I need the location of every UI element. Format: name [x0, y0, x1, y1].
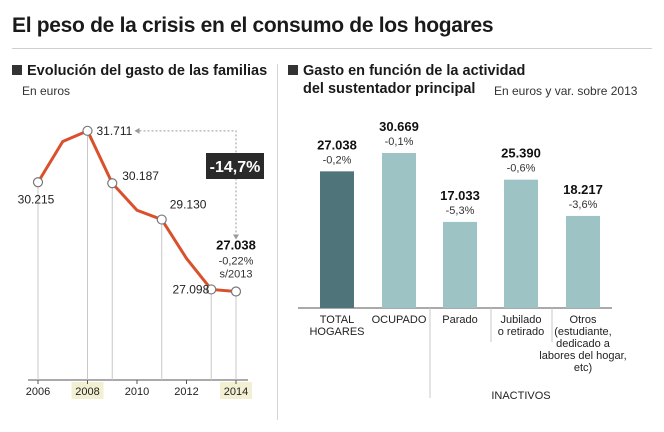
category-label: labores del hogar, [539, 350, 626, 362]
data-point [206, 284, 217, 295]
data-point [32, 177, 44, 188]
category-label: (estudiante, [554, 326, 611, 338]
bar-value-label: 27.038 [317, 137, 357, 152]
point-label: 30.215 [18, 192, 55, 206]
point-label: 30.187 [122, 169, 159, 183]
point-label: 27.098 [173, 282, 210, 296]
data-point [156, 214, 167, 225]
change-bracket [139, 130, 237, 238]
point-label: 29.130 [170, 198, 207, 212]
bar-value-label: 17.033 [440, 188, 480, 203]
arrow-head-left-icon [134, 127, 140, 134]
bar [320, 171, 354, 308]
category-label: Otros [570, 314, 597, 326]
left-unit-label: En euros [22, 84, 71, 98]
last-value-label: 27.038 [216, 238, 256, 253]
tick-highlight [220, 382, 252, 399]
x-tick-label: 2014 [224, 386, 248, 398]
category-label: dedicado a [556, 338, 611, 350]
left-subtitle-text: Evolución del gasto de las familias [27, 63, 268, 79]
bar [443, 221, 477, 308]
bullet-square-icon [12, 65, 22, 75]
left-subtitle: Evolución del gasto de las familias [12, 62, 267, 80]
bar [504, 179, 538, 308]
data-point [82, 125, 93, 136]
bar [566, 215, 600, 308]
bar-change-label: -0,2% [323, 154, 352, 166]
category-label: Parado [442, 314, 477, 326]
x-tick-label: 2012 [174, 386, 198, 398]
last-change-ref-label: s/2013 [219, 269, 252, 281]
bar-value-label: 30.669 [379, 119, 419, 134]
last-change-label: -0,22% [219, 256, 254, 268]
bar [382, 153, 416, 308]
x-tick-label: 2006 [26, 386, 50, 398]
right-subtitle-line1: Gasto en función de la actividad [288, 62, 525, 80]
data-point [230, 286, 242, 297]
point-label: 31.711 [97, 124, 133, 138]
x-tick-label: 2008 [75, 386, 99, 398]
category-label: etc) [574, 362, 592, 374]
bar-value-label: 18.217 [563, 182, 603, 197]
change-badge [206, 153, 264, 179]
category-label: OCUPADO [372, 314, 427, 326]
panel-separator [277, 64, 278, 420]
arrow-head-down-icon [233, 234, 239, 240]
bar-value-label: 25.390 [501, 146, 541, 161]
right-unit-label: En euros y var. sobre 2013 [494, 84, 638, 98]
right-subtitle-line2: del sustentador principal [303, 81, 476, 97]
group-label: INACTIVOS [491, 390, 550, 402]
bar-change-label: -5,3% [446, 205, 475, 217]
category-label: o retirado [498, 326, 544, 338]
right-subtitle-text: Gasto en función de la actividad [303, 63, 526, 79]
category-label: Jubilado [501, 314, 542, 326]
tick-highlight [71, 382, 104, 399]
change-badge-text: -14,7% [210, 159, 261, 176]
bar-change-label: -0,1% [385, 136, 414, 148]
page-title: El peso de la crisis en el consumo de lo… [12, 14, 494, 37]
bar-change-label: -3,6% [569, 199, 598, 211]
category-label: HOGARES [309, 326, 364, 338]
series-line [36, 129, 237, 293]
bar-change-label: -0,6% [507, 163, 536, 175]
x-tick-label: 2010 [125, 386, 149, 398]
title-divider [12, 48, 652, 49]
bullet-square-icon [288, 65, 298, 75]
category-label: TOTAL [320, 314, 354, 326]
data-point [107, 178, 118, 189]
